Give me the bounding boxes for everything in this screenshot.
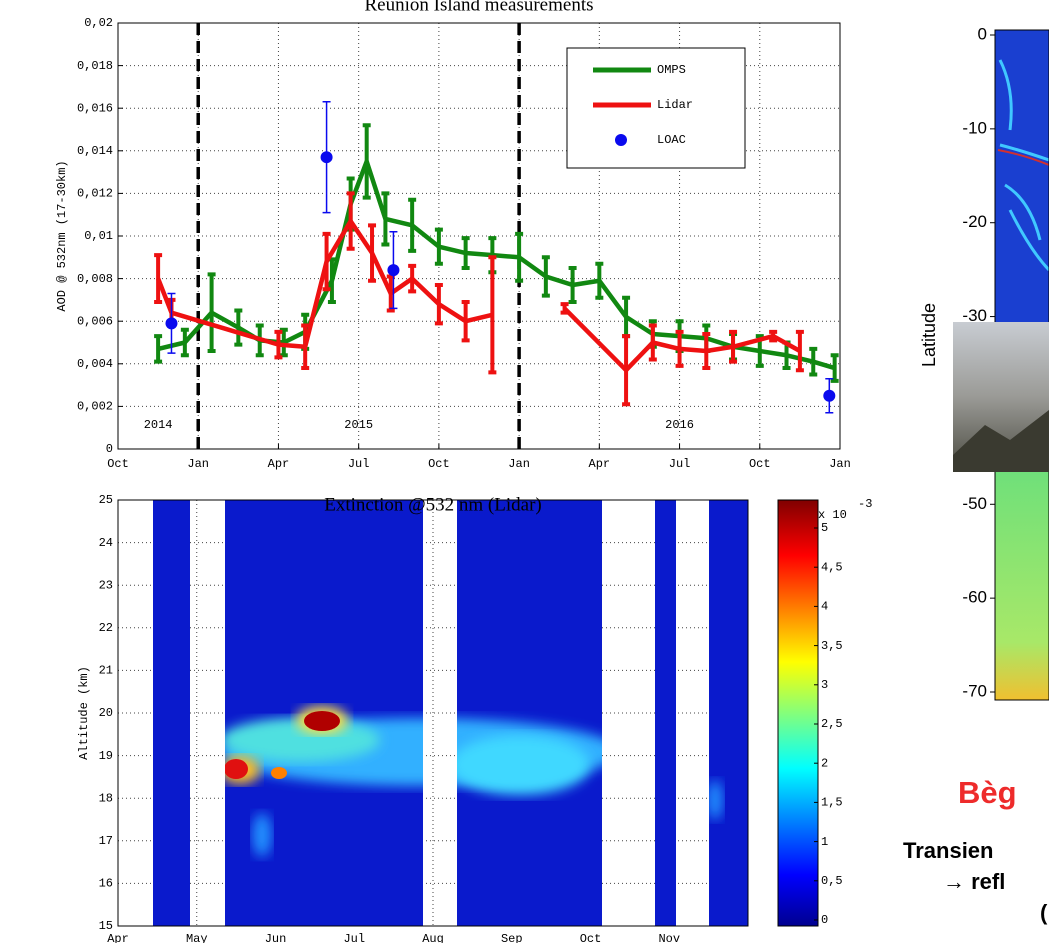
colorbar-tick-label: 2 <box>821 756 828 770</box>
colorbar-tick-label: 2,5 <box>821 717 843 731</box>
error-bar <box>830 353 839 383</box>
y-tick-label: 22 <box>99 621 113 635</box>
field-blob <box>450 735 590 795</box>
field-blob <box>707 780 723 820</box>
y-axis-label: AOD @ 532nm (17-30km) <box>55 160 69 311</box>
colorbar-tick-label: 1 <box>821 835 828 849</box>
x-tick-label: Oct <box>107 457 129 471</box>
field-blob <box>224 759 248 779</box>
colorbar-tick-label: 3 <box>821 678 828 692</box>
y-tick-label: 0,004 <box>77 357 113 371</box>
panel-text: → refl <box>943 869 1005 894</box>
colorbar-tick-label: 1,5 <box>821 796 843 810</box>
data-point <box>165 317 178 330</box>
y-tick-label: -30 <box>962 306 987 325</box>
y-tick-label: 0 <box>106 442 113 456</box>
y-tick-label: 0,018 <box>77 59 113 73</box>
map-ylabel: Latitude <box>919 303 939 367</box>
y-tick-label: 25 <box>99 493 113 507</box>
y-tick-label: 0,014 <box>77 144 113 158</box>
x-tick-label: Jan <box>829 457 851 471</box>
error-bar <box>154 253 163 305</box>
y-tick-label: -70 <box>962 681 987 700</box>
colorbar <box>777 499 819 927</box>
legend-swatch <box>615 134 627 146</box>
y-tick-label: -10 <box>962 118 987 137</box>
x-tick-label: Sep <box>501 932 523 943</box>
error-bar <box>795 329 804 373</box>
x-tick-label: Apr <box>107 932 129 943</box>
y-tick-label: 0,016 <box>77 101 113 115</box>
y-tick-label: 15 <box>99 919 113 933</box>
y-tick-label: 0,006 <box>77 314 113 328</box>
y-axis-label: Altitude (km) <box>77 666 91 760</box>
colorbar-tick-label: 0 <box>821 913 828 927</box>
panel-text: ( <box>1040 900 1048 925</box>
x-tick-label: Jul <box>343 932 365 943</box>
y-tick-label: 24 <box>99 536 113 550</box>
y-tick-label: 0,01 <box>84 229 113 243</box>
y-tick-label: 0,02 <box>84 16 113 30</box>
colorbar-tick-label: 4,5 <box>821 560 843 574</box>
x-tick-label: May <box>186 932 208 943</box>
x-tick-label: Apr <box>268 457 290 471</box>
x-tick-label: Jan <box>187 457 209 471</box>
panel-heading: Bèg <box>958 775 1017 810</box>
colorbar-multiplier: x 10 <box>818 508 847 522</box>
x-tick-label: Nov <box>658 932 680 943</box>
y-tick-label: 21 <box>99 664 113 678</box>
series-line <box>156 218 801 373</box>
colorbar-tick-label: 5 <box>821 521 828 535</box>
y-tick-label: 19 <box>99 749 113 763</box>
error-bar <box>154 334 163 364</box>
colorbar-tick-label: 3,5 <box>821 639 843 653</box>
plot-frame <box>117 22 841 450</box>
year-label: 2016 <box>665 418 694 432</box>
y-tick-label: -20 <box>962 212 987 231</box>
data-point <box>387 264 400 277</box>
year-label: 2015 <box>344 418 373 432</box>
data-point <box>823 389 836 402</box>
y-tick-label: 0,012 <box>77 187 113 201</box>
colorbar-tick-label: 4 <box>821 600 828 614</box>
legend-box <box>566 47 746 169</box>
field-blob <box>304 711 340 731</box>
colorbar-tick-label: 0,5 <box>821 874 843 888</box>
x-tick-label: Aug <box>422 932 444 943</box>
x-tick-label: Oct <box>428 457 450 471</box>
y-tick-label: 23 <box>99 578 113 592</box>
chart-title: Extinction @532 nm (Lidar) <box>324 494 541 515</box>
y-tick-label: 0,002 <box>77 400 113 414</box>
x-tick-label: Jun <box>265 932 287 943</box>
y-tick-label: 17 <box>99 834 113 848</box>
y-tick-label: -60 <box>962 588 987 607</box>
x-tick-label: Oct <box>580 932 602 943</box>
x-tick-label: Jul <box>669 457 691 471</box>
y-tick-label: 0,008 <box>77 272 113 286</box>
y-tick-label: -50 <box>962 494 987 513</box>
field-blob <box>271 767 287 779</box>
year-label: 2014 <box>144 418 173 432</box>
legend-label: LOAC <box>657 133 686 147</box>
chart-title: Reunion Island measurements <box>364 0 593 15</box>
data-point <box>320 151 333 164</box>
x-tick-label: Oct <box>749 457 771 471</box>
legend-label: Lidar <box>657 98 693 112</box>
x-tick-label: Jan <box>508 457 530 471</box>
y-tick-label: 20 <box>99 706 113 720</box>
y-tick-label: 18 <box>99 791 113 805</box>
colorbar-exponent: -3 <box>858 497 872 511</box>
x-tick-label: Apr <box>589 457 611 471</box>
field-blob <box>252 813 272 857</box>
panel-text: Transien <box>903 838 993 863</box>
y-tick-label: 16 <box>99 877 113 891</box>
map-image <box>953 29 1049 701</box>
x-tick-label: Jul <box>348 457 370 471</box>
plot-frame <box>117 499 749 927</box>
y-tick-label: 0 <box>978 24 987 43</box>
legend-label: OMPS <box>657 63 686 77</box>
